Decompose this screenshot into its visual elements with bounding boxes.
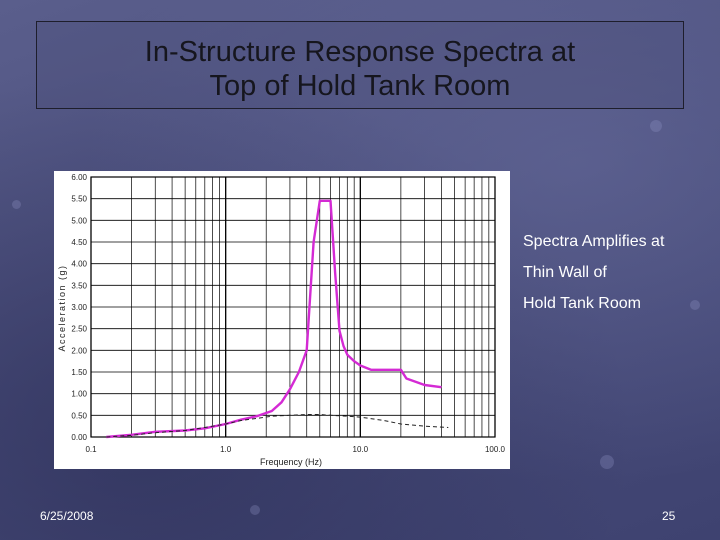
x-tick-label: 100.0	[485, 445, 506, 454]
decorative-dot	[650, 120, 662, 132]
y-tick-label: 0.50	[71, 411, 87, 420]
side-note-line-3: Hold Tank Room	[523, 295, 641, 312]
chart-svg: 0.00 0.50 1.00 1.50 2.00 2.50 3.00 3.50 4.00 4.50…	[57, 173, 506, 467]
title-line-2: Top of Hold Tank Room	[209, 70, 511, 102]
x-axis-label: Frequency (Hz)	[260, 457, 322, 467]
y-tick-label: 5.00	[71, 216, 87, 225]
y-tick-label: 5.50	[71, 195, 87, 204]
y-tick-label: 0.00	[71, 433, 87, 442]
plot-frame	[90, 176, 496, 438]
slide-title: In-Structure Response Spectra at Top of …	[36, 21, 684, 109]
decorative-dot	[12, 200, 21, 209]
y-tick-label: 2.00	[71, 346, 87, 355]
y-tick-label: 2.50	[71, 325, 87, 334]
decorative-dot	[600, 455, 614, 469]
decorative-dot	[690, 300, 700, 310]
x-tick-label: 1.0	[220, 445, 232, 454]
y-tick-label: 4.50	[71, 238, 87, 247]
slide-page-number: 25	[662, 509, 676, 523]
y-tick-label: 3.50	[71, 281, 87, 290]
y-tick-label: 4.00	[71, 260, 87, 269]
series-line-1	[106, 199, 442, 439]
slide-date: 6/25/2008	[40, 509, 94, 523]
side-note-line-1: Spectra Amplifies at	[523, 233, 665, 250]
y-tick-label: 6.00	[71, 173, 87, 182]
y-tick-label: 3.00	[71, 303, 87, 312]
y-axis-label: Acceleration (g)	[57, 264, 67, 351]
side-note-line-2: Thin Wall of	[523, 264, 607, 281]
y-tick-label: 1.50	[71, 368, 87, 377]
decorative-dot	[250, 505, 260, 515]
side-note: Spectra Amplifies at Thin Wall of Hold T…	[523, 226, 664, 319]
title-line-1: In-Structure Response Spectra at	[144, 36, 576, 68]
x-tick-label: 10.0	[353, 445, 369, 454]
x-tick-label: 0.1	[85, 445, 97, 454]
series-line-2	[106, 414, 449, 438]
y-tick-label: 1.00	[71, 390, 87, 399]
response-spectra-chart: 0.00 0.50 1.00 1.50 2.00 2.50 3.00 3.50 4.00 4.50…	[54, 171, 510, 469]
